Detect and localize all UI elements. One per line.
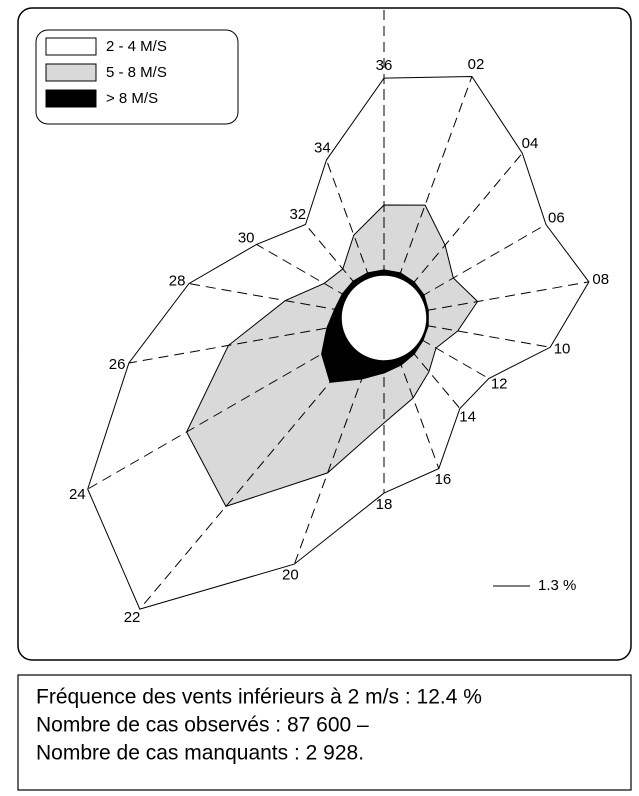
direction-label: 16	[435, 471, 452, 488]
note: Nombre de cas manquants : 2 928.	[36, 742, 364, 765]
spoke	[411, 152, 523, 286]
scale-label: 1.3 %	[538, 577, 576, 594]
direction-label: 30	[238, 229, 255, 246]
spoke	[128, 324, 342, 364]
spoke	[139, 350, 357, 610]
legend-label: 5 - 8 M/S	[106, 64, 167, 81]
legend-swatch	[45, 37, 97, 56]
direction-label: 10	[554, 340, 571, 357]
direction-label: 12	[491, 375, 508, 392]
spoke	[420, 224, 547, 297]
spoke	[420, 339, 490, 379]
spoke	[398, 76, 473, 278]
notes-frame	[17, 674, 632, 791]
note: Fréquence des vents inférieurs à 2 m/s :…	[36, 686, 482, 709]
spoke	[87, 339, 348, 490]
direction-label: 28	[169, 272, 186, 289]
direction-label: 08	[592, 271, 609, 288]
legend-label: > 8 M/S	[106, 90, 158, 107]
spoke	[426, 281, 589, 312]
direction-label: 36	[376, 57, 393, 74]
direction-label: 20	[282, 566, 299, 583]
legend-swatch	[45, 89, 97, 108]
spoke	[188, 283, 342, 312]
spoke	[325, 159, 370, 278]
spoke	[398, 358, 440, 469]
direction-label: 06	[548, 209, 565, 226]
direction-label: 18	[376, 496, 393, 513]
legend-swatch	[45, 63, 97, 82]
direction-label: 02	[468, 56, 485, 73]
spoke	[293, 358, 370, 565]
note: Nombre de cas observés : 87 600 –	[36, 714, 369, 737]
direction-label: 14	[459, 409, 476, 426]
legend-label: 2 - 4 M/S	[106, 38, 167, 55]
spoke	[305, 224, 357, 286]
spoke	[426, 324, 551, 348]
direction-label: 22	[124, 609, 141, 626]
direction-label: 26	[109, 356, 126, 373]
direction-label: 04	[522, 135, 539, 152]
direction-label: 24	[69, 486, 86, 503]
direction-label: 34	[314, 140, 331, 157]
calm-circle	[340, 274, 428, 362]
spoke	[256, 243, 348, 297]
spoke	[411, 350, 461, 409]
direction-label: 32	[289, 206, 306, 223]
